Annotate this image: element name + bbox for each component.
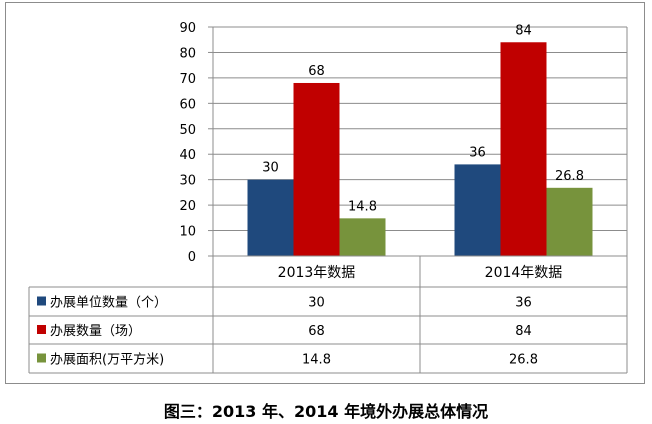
y-tick-label: 50 <box>179 123 196 138</box>
bar <box>546 187 593 256</box>
data-label: 26.8 <box>555 169 584 184</box>
series-name: 办展数量（场） <box>50 324 141 339</box>
y-tick-label: 20 <box>179 199 196 214</box>
data-label: 30 <box>262 161 279 176</box>
chart-frame <box>5 2 645 384</box>
table-cell-value: 30 <box>308 296 325 311</box>
figure-caption: 图三：2013 年、2014 年境外办展总体情况 <box>163 402 489 421</box>
series-name: 办展单位数量（个） <box>50 296 167 311</box>
data-label: 14.8 <box>348 199 377 214</box>
table-cell-value: 84 <box>515 324 532 339</box>
data-labels: 30 68 14.8 36 84 26.8 <box>262 23 584 214</box>
category-label: 2013年数据 <box>278 265 356 281</box>
y-tick-label: 40 <box>179 148 196 163</box>
bar <box>293 82 340 256</box>
y-tick-label: 90 <box>179 21 196 36</box>
y-tick-label: 60 <box>179 97 196 112</box>
table-cell-value: 36 <box>515 296 532 311</box>
bars <box>247 42 593 257</box>
y-tick-label: 0 <box>188 250 196 265</box>
legend-key <box>37 296 46 306</box>
table-cell-value: 68 <box>308 324 325 339</box>
data-label: 84 <box>515 23 532 38</box>
legend-key <box>37 353 46 363</box>
y-tick-label: 70 <box>179 72 196 87</box>
series-name: 办展面积(万平方米) <box>50 352 164 368</box>
category-label: 2014年数据 <box>485 265 563 281</box>
bar <box>500 42 547 257</box>
table-cell-value: 26.8 <box>509 353 538 368</box>
table-cell-value: 14.8 <box>302 353 331 368</box>
bar <box>454 164 501 256</box>
y-tick-label: 10 <box>179 225 196 240</box>
legend-key <box>37 325 46 334</box>
bar <box>247 179 294 256</box>
data-label: 36 <box>469 145 486 160</box>
y-tick-label: 30 <box>179 174 196 189</box>
data-label: 68 <box>308 64 325 79</box>
y-tick-label: 80 <box>179 46 196 61</box>
bar <box>339 218 386 256</box>
axes: 0 10 20 30 40 50 60 70 80 90 <box>179 21 214 265</box>
